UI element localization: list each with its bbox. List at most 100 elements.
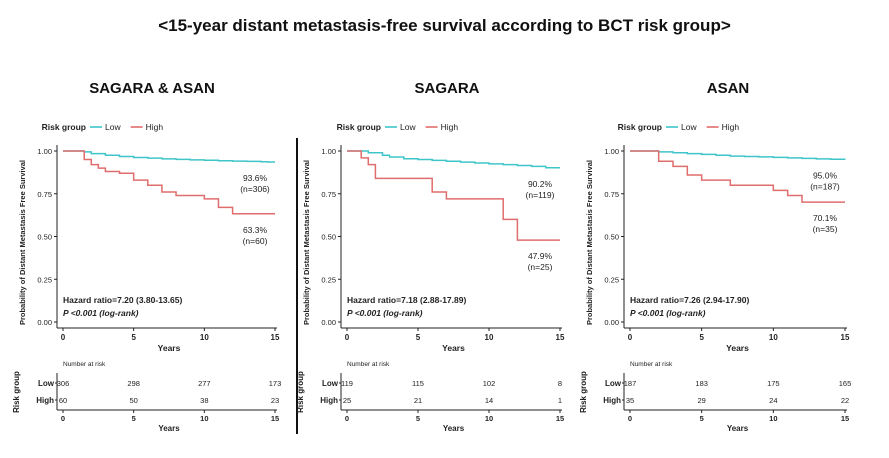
risk-x-tick-label: 15 — [556, 414, 564, 423]
legend: Risk group Low High — [618, 122, 740, 132]
risk-count: 29 — [697, 396, 705, 405]
y-tick-label: 0.00 — [321, 318, 336, 327]
chart-panel-1: SAGARA Risk group Low High 0.00 0.25 0.50 0.75 1… — [296, 80, 565, 433]
risk-count: 21 — [414, 396, 422, 405]
y-tick-label: 0.50 — [37, 233, 52, 242]
x-tick-label: 15 — [841, 333, 850, 342]
x-tick-label: 0 — [61, 333, 66, 342]
y-axis-label: Probability of Distant Metastasis Free S… — [585, 160, 594, 325]
y-tick-label: 0.75 — [604, 190, 619, 199]
y-tick-label: 0.25 — [37, 275, 52, 284]
risk-table-ylabel: Risk group — [579, 371, 588, 413]
km-curve-high — [63, 150, 275, 215]
risk-x-tick-label: 15 — [841, 414, 849, 423]
risk-row-label: Low — [605, 379, 622, 388]
risk-count: 115 — [412, 379, 424, 388]
risk-count: 277 — [198, 379, 211, 388]
risk-x-tick-label: 5 — [700, 414, 704, 423]
x-tick-label: 5 — [131, 333, 136, 342]
risk-table-title: Number at risk — [630, 361, 673, 368]
y-tick-label: 0.00 — [604, 318, 619, 327]
chart-title: ASAN — [707, 80, 750, 97]
legend: Risk group Low High — [42, 122, 164, 132]
y-tick-label: 0.25 — [604, 275, 619, 284]
p-value: P <0.001 (log-rank) — [63, 308, 139, 318]
legend-label-high: High — [722, 122, 740, 132]
x-axis-label: Years — [726, 343, 749, 353]
risk-count: 298 — [127, 379, 140, 388]
risk-table-title: Number at risk — [63, 361, 106, 368]
y-tick-label: 0.00 — [37, 318, 52, 327]
y-tick-label: 0.25 — [321, 275, 336, 284]
y-tick-label: 1.00 — [321, 147, 336, 156]
risk-x-tick-label: 0 — [345, 414, 349, 423]
risk-count: 38 — [200, 396, 208, 405]
km-curve-low — [347, 150, 560, 169]
legend-label-low: Low — [105, 122, 121, 132]
x-tick-label: 15 — [556, 333, 565, 342]
y-tick-label: 1.00 — [604, 147, 619, 156]
risk-x-tick-label: 10 — [200, 414, 208, 423]
chart-title: SAGARA & ASAN — [89, 80, 215, 97]
risk-count: 102 — [483, 379, 496, 388]
x-tick-label: 10 — [485, 333, 494, 342]
risk-x-tick-label: 0 — [61, 414, 65, 423]
risk-count: 23 — [271, 396, 279, 405]
end-label-high: 47.9% — [528, 251, 553, 261]
risk-row-label: Low — [38, 379, 55, 388]
x-axis-label: Years — [158, 343, 181, 353]
legend: Risk group Low High — [337, 122, 459, 132]
end-label-high: 70.1% — [813, 213, 838, 223]
risk-count: 173 — [269, 379, 282, 388]
risk-count: 183 — [695, 379, 708, 388]
chart-panel-2: ASAN Risk group Low High 0.00 0.25 0.50 0.75 1.0… — [579, 80, 851, 433]
risk-x-tick-label: 5 — [416, 414, 420, 423]
end-label-low: 95.0% — [813, 171, 838, 181]
y-tick-label: 0.75 — [321, 190, 336, 199]
x-tick-label: 5 — [416, 333, 421, 342]
risk-x-tick-label: 10 — [769, 414, 777, 423]
risk-table: Number at risk Low 187 183 175 165 High 35 29 24 2… — [579, 361, 851, 433]
y-axis-label: Probability of Distant Metastasis Free S… — [302, 160, 311, 325]
risk-count: 24 — [769, 396, 777, 405]
risk-count: 8 — [558, 379, 562, 388]
risk-x-axis-label: Years — [158, 424, 180, 433]
p-value: P <0.001 (log-rank) — [630, 308, 706, 318]
km-curve-high — [630, 150, 845, 203]
risk-x-tick-label: 0 — [628, 414, 632, 423]
x-tick-label: 15 — [271, 333, 280, 342]
risk-count: 187 — [624, 379, 637, 388]
y-tick-label: 0.75 — [37, 190, 52, 199]
risk-count: 175 — [767, 379, 780, 388]
risk-count: 60 — [59, 396, 67, 405]
p-value: P <0.001 (log-rank) — [347, 308, 423, 318]
risk-x-tick-label: 15 — [271, 414, 279, 423]
end-label-low: 90.2% — [528, 179, 553, 189]
risk-x-tick-label: 10 — [485, 414, 493, 423]
risk-count: 14 — [485, 396, 493, 405]
hazard-ratio: Hazard ratio=7.26 (2.94-17.90) — [630, 295, 749, 305]
risk-count: 306 — [57, 379, 70, 388]
end-label-high: 63.3% — [243, 225, 268, 235]
legend-label-high: High — [146, 122, 164, 132]
end-n-low: (n=119) — [526, 190, 555, 200]
risk-table-ylabel: Risk group — [12, 371, 21, 413]
y-tick-label: 0.50 — [604, 233, 619, 242]
end-n-high: (n=25) — [528, 262, 553, 272]
risk-count: 50 — [129, 396, 137, 405]
risk-row-label: High — [603, 396, 621, 405]
risk-row-label: High — [320, 396, 338, 405]
end-n-low: (n=187) — [810, 182, 840, 192]
chart-panel-0: SAGARA & ASAN Risk group Low High 0.00 0.25 0.… — [12, 80, 281, 433]
risk-row-label: Low — [322, 379, 339, 388]
end-n-high: (n=60) — [243, 236, 268, 246]
risk-count: 1 — [558, 396, 562, 405]
x-tick-label: 0 — [628, 333, 633, 342]
risk-count: 22 — [841, 396, 849, 405]
panel-divider — [296, 138, 298, 434]
x-tick-label: 0 — [345, 333, 350, 342]
risk-x-tick-label: 5 — [132, 414, 136, 423]
